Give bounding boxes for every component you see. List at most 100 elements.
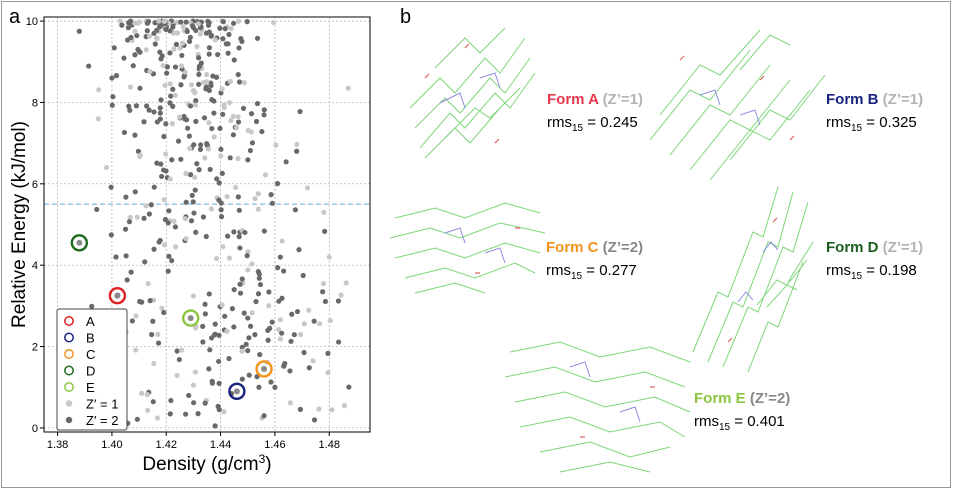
z2-data-point: [158, 56, 164, 62]
z1-data-point: [169, 121, 175, 127]
z2-data-point: [189, 192, 195, 198]
z2-data-point: [141, 215, 147, 221]
z2-data-point: [265, 337, 271, 343]
z2-data-point: [247, 147, 254, 154]
z2-data-point: [247, 323, 254, 329]
form-b-structure-image: [649, 29, 826, 181]
z2-data-point: [237, 245, 243, 251]
z2-data-point: [279, 330, 285, 336]
y-tick-label: 4: [32, 260, 38, 272]
z2-data-point: [193, 229, 199, 235]
z2-data-point: [216, 332, 222, 338]
x-tick-label: 1.46: [264, 439, 285, 451]
z2-data-point: [282, 361, 288, 367]
z1-data-point: [127, 214, 133, 221]
form-b-ring: [228, 382, 246, 401]
z2-data-point: [188, 218, 195, 224]
z1-data-point: [192, 325, 199, 331]
z2-data-point: [196, 71, 202, 78]
z1-data-point: [96, 87, 102, 93]
z2-data-point: [311, 417, 318, 423]
z1-data-point: [220, 243, 226, 250]
z1-data-point: [172, 92, 178, 98]
z2-data-point: [184, 28, 190, 35]
z2-data-point: [242, 229, 248, 236]
z2-data-point: [193, 27, 199, 34]
z1-data-point: [226, 100, 233, 106]
z1-data-point: [228, 26, 234, 32]
z2-data-point: [167, 28, 173, 34]
z2-data-point: [76, 28, 82, 34]
z1-data-point: [298, 331, 304, 338]
z2-data-point: [122, 226, 129, 232]
z2-data-point: [215, 403, 221, 409]
z1-data-point: [294, 141, 300, 148]
z2-data-point: [173, 41, 180, 47]
z2-data-point: [150, 318, 156, 324]
z2-data-point: [208, 33, 214, 39]
z1-data-point: [224, 194, 230, 200]
rms-subscript: 15: [851, 271, 863, 282]
z1-data-point: [277, 336, 283, 342]
z2-data-point: [231, 229, 237, 235]
z1-data-point: [202, 155, 208, 161]
z2-data-point: [149, 331, 155, 338]
z1-data-point: [287, 400, 294, 406]
z2-data-point: [225, 233, 231, 239]
z2-data-point: [289, 311, 295, 317]
z2-data-point: [194, 161, 200, 167]
z2-data-point: [230, 20, 237, 26]
z2-data-point: [245, 157, 251, 163]
z1-data-point: [192, 102, 199, 108]
x-axis-label-end: ): [265, 454, 271, 475]
z1-data-point: [190, 382, 197, 388]
z2-data-point: [161, 309, 167, 316]
z1-data-point: [341, 403, 347, 409]
z2-data-point: [201, 115, 208, 121]
z2-data-point: [169, 157, 175, 163]
z2-data-point: [191, 142, 197, 148]
energy-density-scatter-chart: 1.38 1.40 1.42 1.44 1.46 1.48 0 2 4 6 8 10 Density …: [9, 16, 371, 475]
form-a-rms: rms15 = 0.245: [547, 114, 638, 134]
z1-data-point: [174, 372, 180, 379]
axis-ticks: 1.38 1.40 1.42 1.44 1.46 1.48 0 2 4 6 8 10: [26, 16, 340, 451]
rms-subscript: 15: [719, 422, 731, 433]
z1-data-point: [304, 185, 311, 191]
z2-data-point: [240, 105, 247, 111]
z2-data-point: [216, 380, 222, 386]
z1-data-point: [245, 127, 251, 134]
z2-data-point: [206, 51, 212, 57]
z2-data-point: [253, 118, 260, 125]
rms-subscript: 15: [572, 123, 584, 134]
z2-data-point: [215, 51, 221, 58]
legend-marker-series-1: [65, 400, 73, 407]
z1-data-point: [235, 155, 241, 162]
z1-data-point: [316, 321, 323, 327]
z1-data-point: [327, 317, 333, 324]
z2-data-point: [255, 291, 262, 297]
z2-data-point: [121, 129, 128, 136]
z1-data-point: [204, 71, 210, 78]
z1-data-point: [276, 326, 282, 333]
legend-label-series-2: Z′ = 2: [86, 413, 118, 428]
z2-data-point: [141, 119, 147, 125]
form-d-ring: [70, 234, 89, 252]
z1-data-point: [171, 46, 177, 52]
z1-data-point: [147, 68, 153, 75]
z1-data-point: [338, 292, 344, 298]
z2-data-point: [269, 200, 275, 206]
z2-data-point: [165, 268, 171, 274]
z2-data-point: [244, 253, 250, 259]
z2-data-point: [183, 411, 189, 417]
y-tick-label: 8: [32, 97, 38, 109]
y-tick-label: 6: [32, 179, 38, 191]
z2-data-point: [249, 140, 256, 146]
z2-data-point: [178, 156, 184, 162]
z1-data-point: [277, 317, 284, 323]
rms-prefix: rms: [826, 114, 851, 131]
z2-data-point: [157, 110, 163, 116]
z2-data-point: [202, 400, 208, 406]
z2-data-point: [203, 30, 209, 36]
z1-data-point: [134, 214, 140, 220]
z1-data-point: [178, 347, 185, 353]
